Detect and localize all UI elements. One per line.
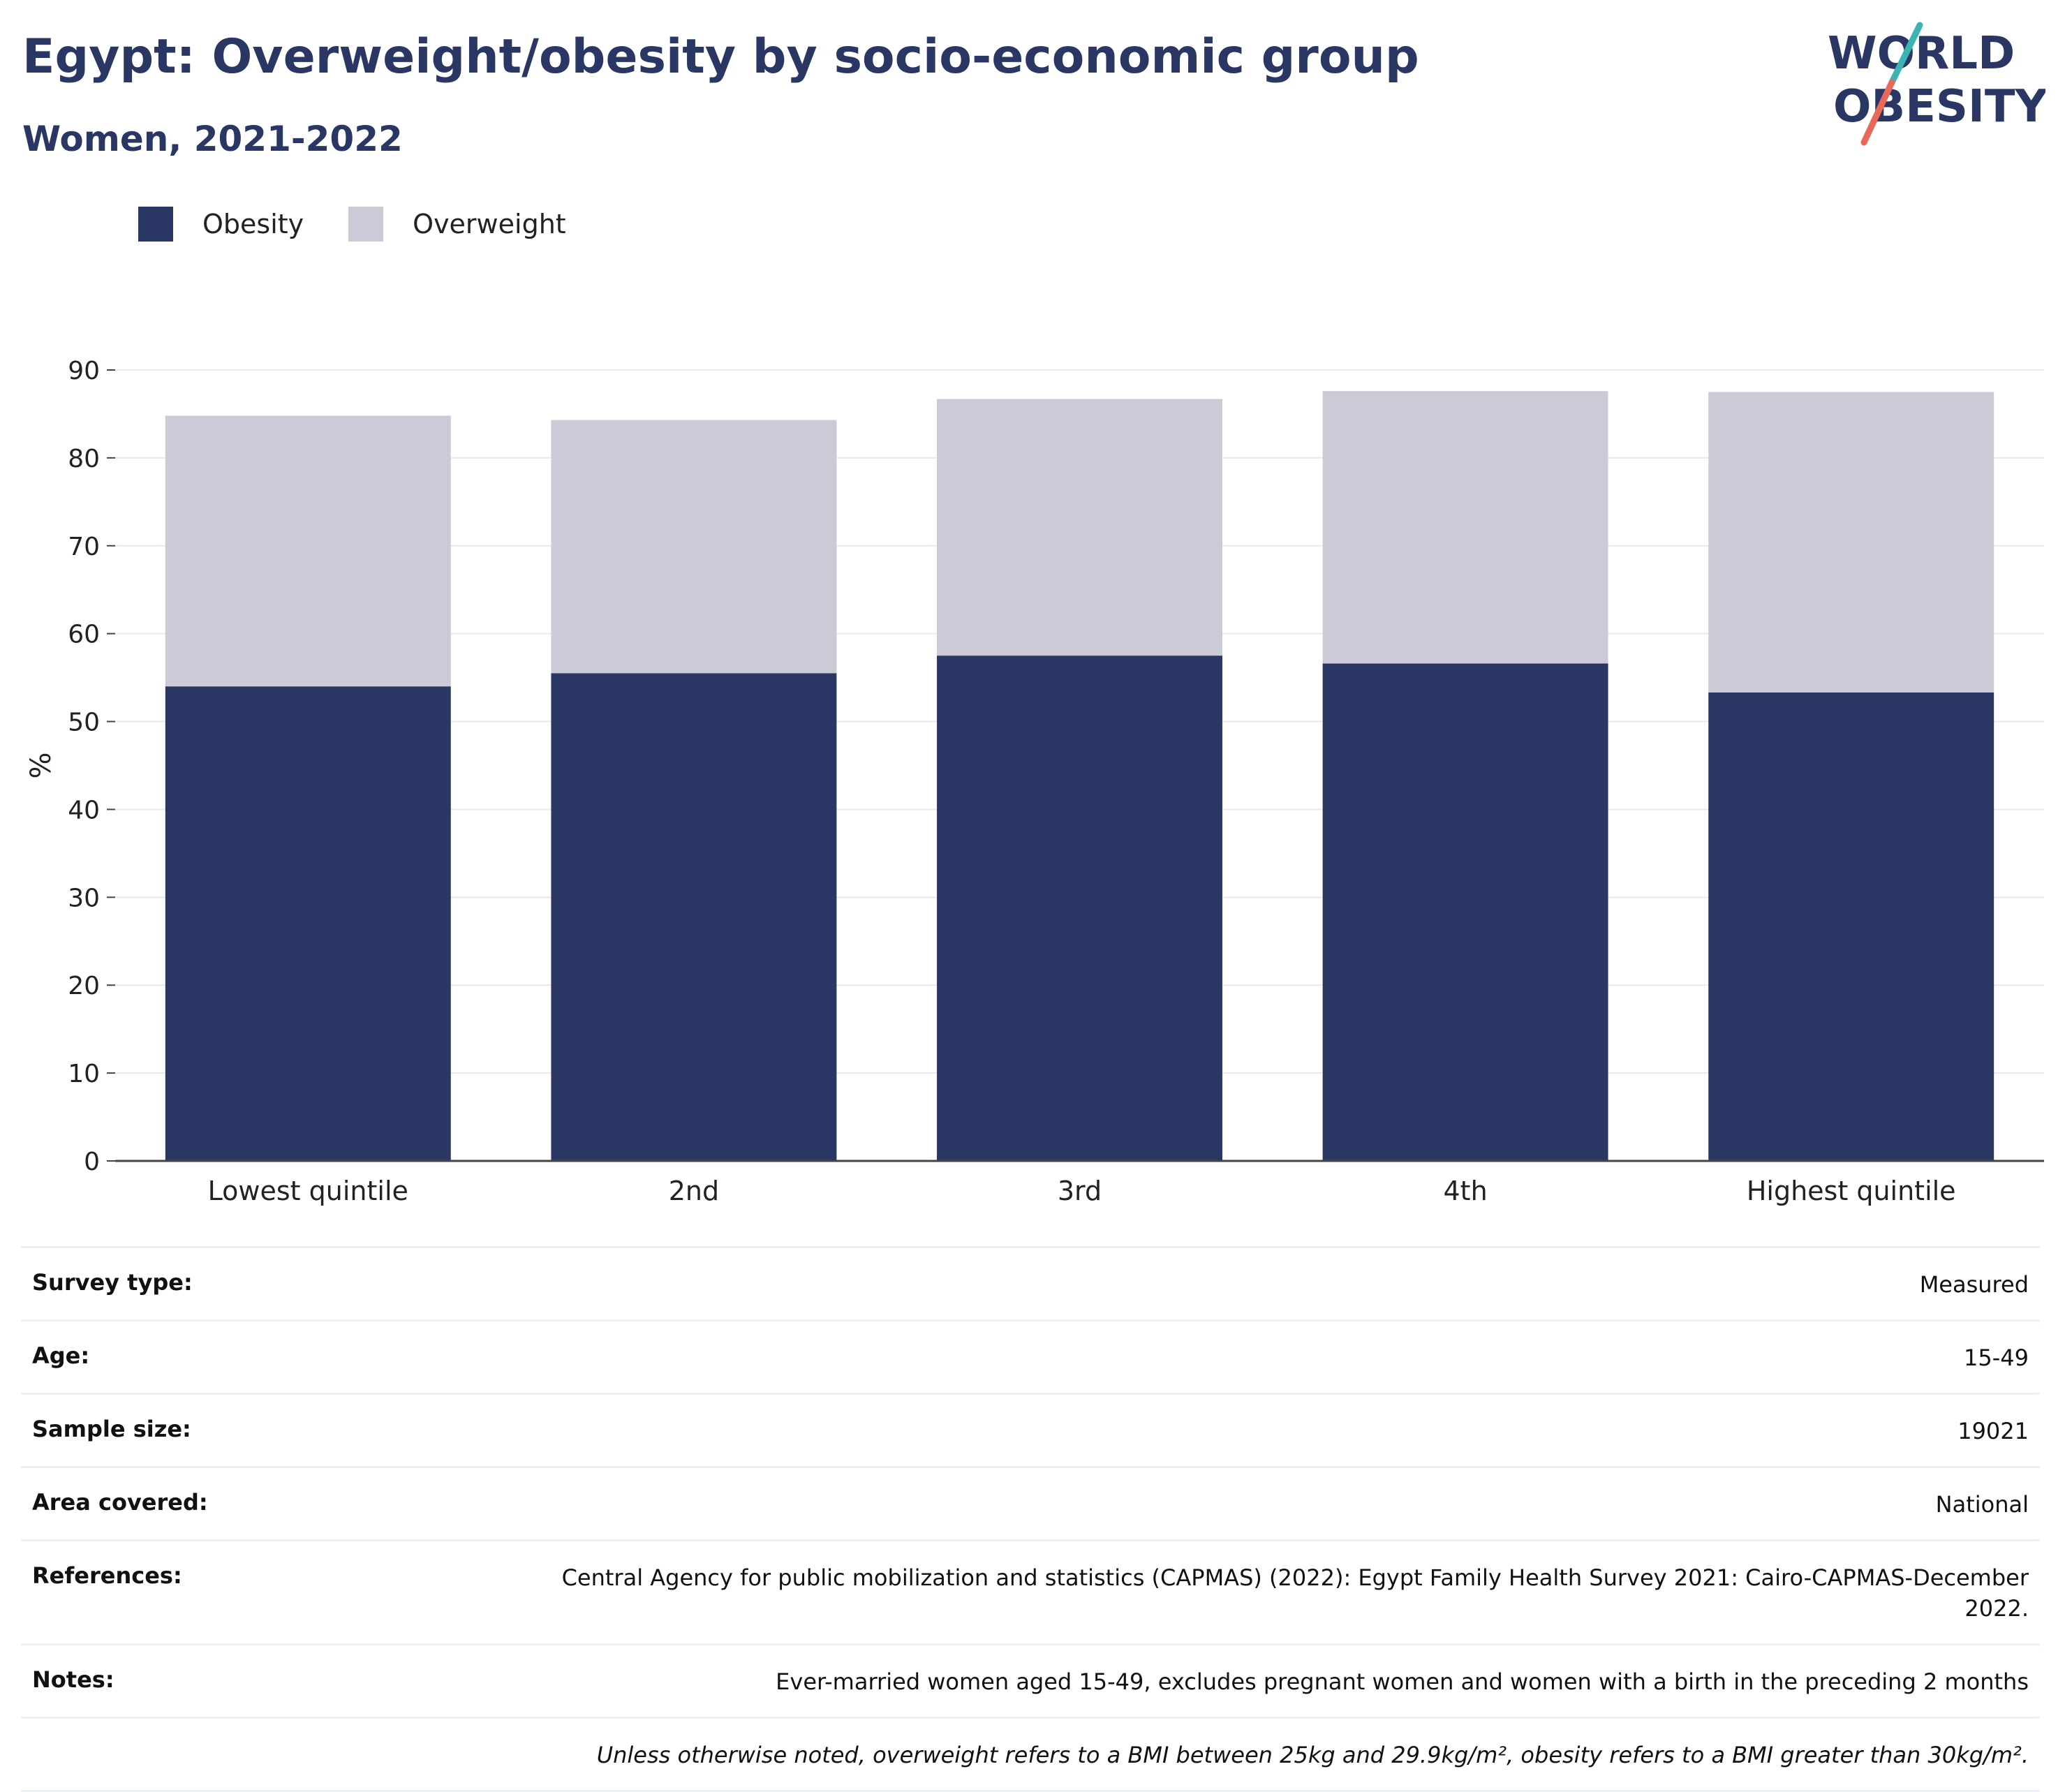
info-row-area-covered: Area covered: National: [21, 1466, 2040, 1539]
y-tick-label: 30: [68, 884, 100, 912]
x-tick-label: 3rd: [1058, 1176, 1102, 1206]
info-row-references: References: Central Agency for public mo…: [21, 1539, 2040, 1643]
survey-info-table: Survey type: Measured Age: 15-49 Sample …: [21, 1246, 2040, 1792]
logo-slash-teal: [1888, 22, 1923, 86]
legend-label-obesity: Obesity: [202, 209, 304, 239]
y-tick-label: 20: [68, 972, 100, 1000]
info-row-sample-size: Sample size: 19021: [21, 1393, 2040, 1466]
y-tick-label: 50: [68, 709, 100, 737]
bar-obesity-1: [551, 673, 837, 1161]
bar-obesity-4: [1708, 693, 1994, 1161]
logo-line2: OBESITY: [1833, 81, 2045, 133]
world-obesity-logo: WORLD OBESITY: [1828, 22, 2045, 146]
x-tick-label: Lowest quintile: [208, 1176, 408, 1206]
logo-slash-coral: [1860, 79, 1895, 146]
legend-item-obesity[interactable]: Obesity: [138, 207, 304, 242]
bar-overweight-3: [1322, 391, 1608, 664]
info-label: Notes:: [32, 1666, 114, 1693]
info-value: Ever-married women aged 15-49, excludes …: [776, 1668, 2029, 1695]
stacked-bar-chart: 0 10 20 30 40 50 60 70 80 90% Lowest quintile 2nd 3r…: [25, 357, 2044, 1206]
chart-legend: Obesity Overweight: [138, 207, 611, 242]
y-tick-label: 40: [68, 796, 100, 824]
x-tick-label: 2nd: [669, 1176, 719, 1206]
info-value: National: [1935, 1491, 2029, 1518]
info-value: Measured: [1919, 1271, 2029, 1298]
y-tick-label: 80: [68, 445, 100, 473]
y-axis-label: %: [25, 752, 57, 778]
legend-label-overweight: Overweight: [413, 209, 566, 239]
info-row-survey-type: Survey type: Measured: [21, 1246, 2040, 1319]
bar-obesity-0: [165, 686, 451, 1161]
info-label: Survey type:: [32, 1269, 193, 1296]
info-value: 15-49: [1964, 1345, 2029, 1371]
page-subtitle: Women, 2021-2022: [22, 119, 403, 159]
info-value: Central Agency for public mobilization a…: [561, 1564, 2029, 1622]
info-row-notes: Notes: Ever-married women aged 15-49, ex…: [21, 1643, 2040, 1717]
x-tick-label: Highest quintile: [1747, 1176, 1956, 1206]
legend-item-overweight[interactable]: Overweight: [348, 207, 566, 242]
info-label: References:: [32, 1562, 182, 1589]
info-label: Age:: [32, 1342, 90, 1369]
bar-overweight-0: [165, 415, 451, 687]
bar-overweight-4: [1708, 392, 1994, 693]
bar-overweight-1: [551, 420, 837, 674]
bar-obesity-3: [1322, 663, 1608, 1161]
x-tick-label: 4th: [1444, 1176, 1488, 1206]
page-title: Egypt: Overweight/obesity by socio-econo…: [22, 29, 1419, 84]
bar-overweight-2: [937, 399, 1222, 656]
legend-swatch-obesity: [138, 207, 173, 242]
y-tick-label: 10: [68, 1060, 100, 1088]
bar-obesity-2: [937, 656, 1222, 1161]
logo-line1: WORLD: [1828, 28, 2015, 80]
legend-swatch-overweight: [348, 207, 384, 242]
info-row-footnote: Unless otherwise noted, overweight refer…: [21, 1717, 2040, 1792]
info-row-age: Age: 15-49: [21, 1319, 2040, 1393]
y-tick-label: 70: [68, 533, 100, 561]
footnote-text: Unless otherwise noted, overweight refer…: [596, 1742, 2029, 1768]
info-label: Area covered:: [32, 1489, 208, 1516]
info-label: Sample size:: [32, 1416, 191, 1442]
y-tick-label: 90: [68, 357, 100, 385]
info-value: 19021: [1957, 1418, 2029, 1444]
y-tick-label: 0: [84, 1148, 100, 1176]
y-tick-label: 60: [68, 621, 100, 649]
